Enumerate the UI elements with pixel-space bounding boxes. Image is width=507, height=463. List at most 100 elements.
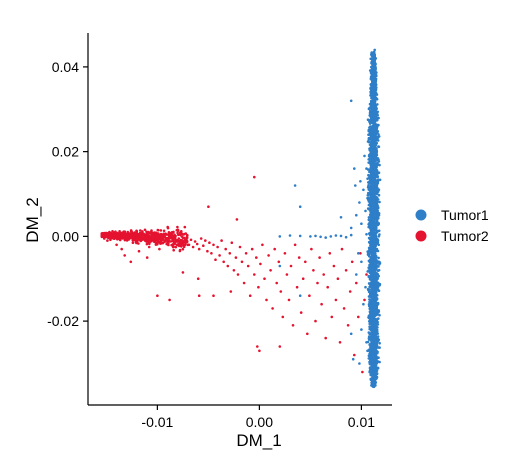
tumor1-point [377,243,381,247]
x-tick-label: 0.00 [246,414,273,430]
tumor2-point [195,242,199,246]
tumor1-point [339,234,343,238]
tumor2-point [156,228,160,232]
tumor1-point [371,318,374,322]
legend-marker-tumor2 [415,230,427,242]
tumor2-point [166,225,169,229]
tumor2-point [206,249,209,253]
tumor1-point [370,328,374,331]
tumor2-point [287,298,291,302]
tumor2-point [306,332,309,336]
tumor2-point [176,225,179,229]
tumor1-point [370,163,373,166]
tumor1-point [349,226,353,230]
tumor1-point [351,357,355,361]
tumor1-point [369,272,373,275]
tumor1-point [370,235,374,239]
tumor1-point [373,48,377,52]
tumor2-point [147,245,151,249]
tumor1-point [378,313,381,317]
tumor1-point [367,316,370,319]
tumor1-point [371,188,375,191]
tumor1-point [375,196,378,200]
tumor1-point [375,147,378,151]
tumor2-point [216,245,219,249]
tumor2-point [177,237,181,240]
tumor1-point [369,347,372,350]
tumor1-point [370,206,373,210]
tumor2-point [189,238,193,242]
tumor2-point [312,269,315,272]
tumor2-point [173,238,177,241]
tumor1-point [375,366,379,369]
tumor2-point [178,231,182,235]
tumor2-point [175,243,179,246]
tumor1-point [369,158,372,162]
tumor2-point [230,241,234,244]
tumor1-point [374,370,377,373]
tumor2-point [151,234,154,237]
tumor2-point [263,277,266,281]
tumor1-point [370,224,373,227]
tumor1-point [368,106,372,110]
tumor1-point [334,234,338,237]
tumor1-point [372,239,375,242]
tumor1-point [374,108,378,111]
tumor1-point [375,112,379,116]
tumor1-point [373,291,377,294]
tumor2-point [207,205,210,208]
tumor2-point [246,264,250,268]
tumor2-point [208,241,211,244]
tumor2-point [279,290,283,293]
tumor1-point [362,188,365,192]
tumor2-point [167,243,170,247]
tumor2-point [184,241,187,245]
tumor1-point [376,261,379,265]
tumor1-point [374,345,378,348]
tumor1-point [355,213,358,217]
legend-label-tumor1: Tumor1 [441,207,489,223]
tumor1-point [369,178,372,181]
tumor2-point [135,229,138,233]
tumor1-point [372,208,376,211]
tumor2-point [179,241,183,244]
tumor2-point [361,370,364,374]
tumor2-point [210,252,213,255]
tumor1-point [373,274,377,277]
tumor1-point [368,208,371,211]
tumor1-point [329,235,333,238]
tumor1-point [370,168,374,171]
tumor2-point [222,260,225,264]
tumor2-point [153,232,157,235]
tumor2-point [184,232,188,235]
tumor2-point [161,237,164,240]
tumor2-point [254,256,258,259]
tumor1-point [369,214,373,217]
tumor2-point [102,234,105,237]
tumor2-point [253,273,256,276]
tumor2-point [165,233,168,236]
tumor1-point [358,362,361,365]
tumor1-point [369,161,373,164]
tumor1-point [373,105,377,109]
tumor1-point [373,332,377,335]
legend: Tumor1 Tumor2 [415,207,489,244]
tumor1-point [372,364,376,367]
y-tick-label: 0.04 [52,59,79,75]
tumor2-point [108,230,111,234]
tumor2-point [181,236,185,239]
tumor2-point [180,243,183,247]
tumor2-point [167,239,170,242]
tumor2-point [134,232,138,235]
tumor2-point [316,281,319,285]
tumor1-point [366,196,369,200]
tumor2-point [112,236,115,240]
tumor2-point [180,239,184,242]
tumor1-point [372,74,375,77]
tumor1-point [369,77,373,81]
tumor1-point [371,102,375,105]
tumor1-point [371,374,374,378]
tumor1-point [373,188,377,192]
tumor2-point [154,240,158,244]
tumor2-point [131,241,135,244]
